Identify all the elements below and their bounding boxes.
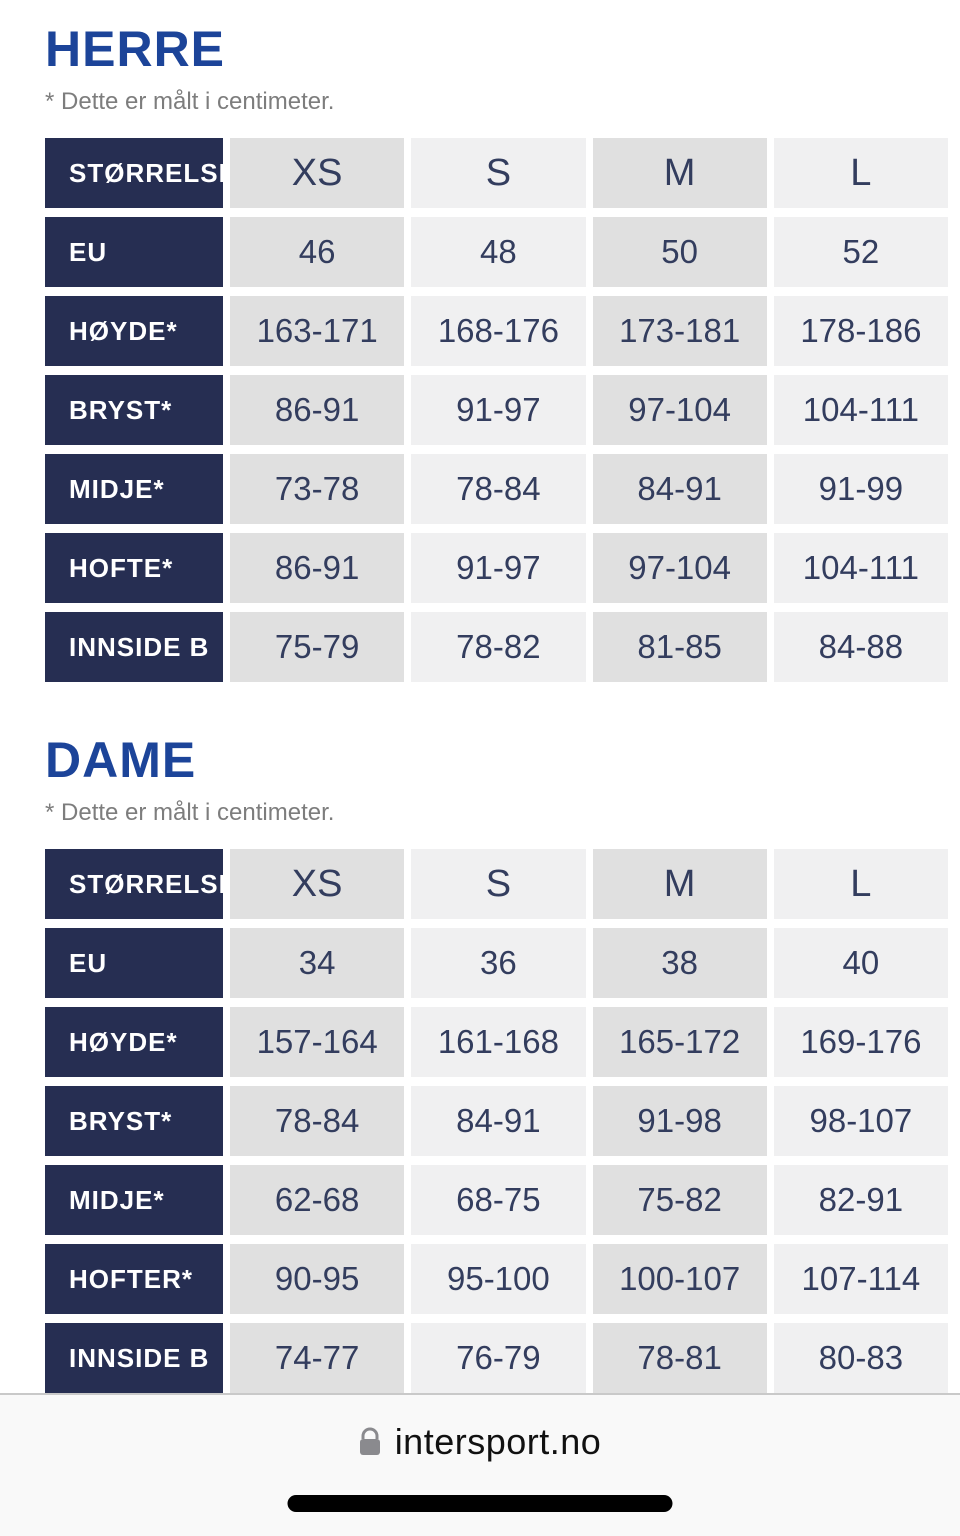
row-label-innside-bein: INNSIDE B	[45, 612, 223, 682]
browser-bottom-bar: intersport.no	[0, 1393, 960, 1536]
value-cell: 91-98	[592, 1086, 767, 1156]
section-title-dame: DAME	[45, 732, 197, 788]
value-cell: 168-176	[411, 296, 586, 366]
page-content: HERRE * Dette er målt i centimeter. STØR…	[45, 24, 948, 1393]
value-cell: 84-91	[592, 454, 767, 524]
value-cell: 68-75	[411, 1165, 586, 1235]
measurement-note: * Dette er målt i centimeter.	[45, 88, 335, 115]
size-cell: XS	[230, 849, 405, 919]
row-label-midje: MIDJE*	[45, 454, 223, 524]
value-cell: 107-114	[773, 1244, 948, 1314]
value-cell: 97-104	[592, 375, 767, 445]
value-cell: 91-97	[411, 533, 586, 603]
value-cell: 74-77	[230, 1323, 405, 1393]
row-label-bryst: BRYST*	[45, 1086, 223, 1156]
size-cell: M	[592, 849, 767, 919]
size-cell: M	[592, 138, 767, 208]
value-cell: 169-176	[773, 1007, 948, 1077]
value-cell: 173-181	[592, 296, 767, 366]
size-cell: S	[411, 849, 586, 919]
value-cell: 95-100	[411, 1244, 586, 1314]
size-cell: XS	[230, 138, 405, 208]
value-cell: 48	[411, 217, 586, 287]
size-cell: L	[773, 849, 948, 919]
row-label-hoyde: HØYDE*	[45, 296, 223, 366]
herre-size-table: STØRRELSE XS S M L EU 46 48 50 52 HØYDE*…	[45, 138, 948, 682]
value-cell: 78-81	[592, 1323, 767, 1393]
value-cell: 52	[773, 217, 948, 287]
value-cell: 82-91	[773, 1165, 948, 1235]
dame-size-table: STØRRELSE XS S M L EU 34 36 38 40 HØYDE*…	[45, 849, 948, 1393]
value-cell: 36	[411, 928, 586, 998]
value-cell: 84-88	[773, 612, 948, 682]
value-cell: 75-82	[592, 1165, 767, 1235]
value-cell: 86-91	[230, 375, 405, 445]
value-cell: 98-107	[773, 1086, 948, 1156]
size-cell: S	[411, 138, 586, 208]
row-label-storrelse: STØRRELSE	[45, 849, 223, 919]
row-label-hofter: HOFTER*	[45, 1244, 223, 1314]
value-cell: 90-95	[230, 1244, 405, 1314]
row-label-hoyde: HØYDE*	[45, 1007, 223, 1077]
value-cell: 46	[230, 217, 405, 287]
value-cell: 104-111	[773, 533, 948, 603]
value-cell: 73-78	[230, 454, 405, 524]
value-cell: 104-111	[773, 375, 948, 445]
value-cell: 84-91	[411, 1086, 586, 1156]
value-cell: 40	[773, 928, 948, 998]
address-bar-url: intersport.no	[394, 1421, 602, 1462]
row-label-eu: EU	[45, 928, 223, 998]
value-cell: 161-168	[411, 1007, 586, 1077]
value-cell: 86-91	[230, 533, 405, 603]
value-cell: 91-97	[411, 375, 586, 445]
value-cell: 76-79	[411, 1323, 586, 1393]
row-label-innside-bein: INNSIDE B	[45, 1323, 223, 1393]
value-cell: 78-84	[411, 454, 586, 524]
value-cell: 100-107	[592, 1244, 767, 1314]
value-cell: 91-99	[773, 454, 948, 524]
value-cell: 97-104	[592, 533, 767, 603]
value-cell: 157-164	[230, 1007, 405, 1077]
measurement-note: * Dette er målt i centimeter.	[45, 799, 335, 826]
value-cell: 62-68	[230, 1165, 405, 1235]
row-label-bryst: BRYST*	[45, 375, 223, 445]
value-cell: 163-171	[230, 296, 405, 366]
row-label-hofte: HOFTE*	[45, 533, 223, 603]
size-cell: L	[773, 138, 948, 208]
value-cell: 80-83	[773, 1323, 948, 1393]
value-cell: 178-186	[773, 296, 948, 366]
value-cell: 78-82	[411, 612, 586, 682]
value-cell: 75-79	[230, 612, 405, 682]
value-cell: 50	[592, 217, 767, 287]
home-indicator[interactable]	[287, 1495, 673, 1512]
value-cell: 34	[230, 928, 405, 998]
row-label-eu: EU	[45, 217, 223, 287]
row-label-storrelse: STØRRELSE	[45, 138, 223, 208]
value-cell: 38	[592, 928, 767, 998]
dame-section: DAME * Dette er målt i centimeter. STØRR…	[45, 735, 948, 1393]
value-cell: 81-85	[592, 612, 767, 682]
address-bar[interactable]: intersport.no	[0, 1421, 960, 1463]
value-cell: 165-172	[592, 1007, 767, 1077]
row-label-midje: MIDJE*	[45, 1165, 223, 1235]
value-cell: 78-84	[230, 1086, 405, 1156]
lock-icon	[359, 1427, 381, 1457]
herre-section: HERRE * Dette er målt i centimeter. STØR…	[45, 24, 948, 682]
section-title-herre: HERRE	[45, 21, 226, 77]
